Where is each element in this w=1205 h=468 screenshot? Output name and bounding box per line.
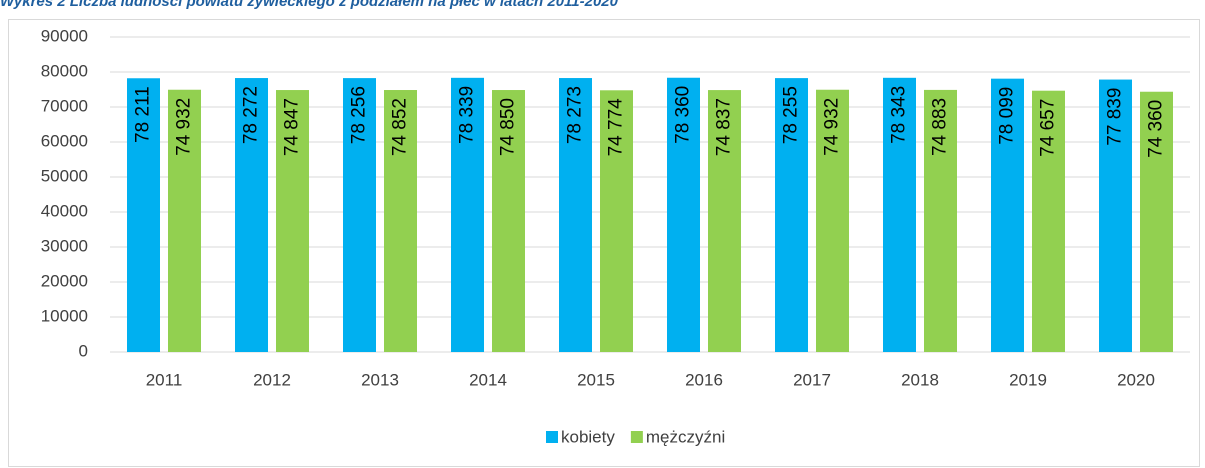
bar [924,89,957,353]
value-label: 74 850 [498,98,519,156]
bar [276,90,309,353]
value-label: 78 339 [457,86,478,144]
value-label: 78 272 [241,86,262,144]
x-tick-label: 2011 [146,370,183,389]
value-label: 74 883 [930,98,951,156]
value-label: 74 774 [606,98,627,157]
bar [667,77,700,353]
y-tick-label: 40000 [41,201,88,220]
bar [708,90,741,353]
value-label: 74 360 [1146,100,1167,158]
bar [127,78,160,352]
y-tick-label: 50000 [41,166,88,185]
bar [600,90,633,352]
value-label: 77 839 [1105,88,1126,146]
x-tick-label: 2019 [1009,370,1047,389]
y-tick-label: 80000 [41,61,88,80]
x-tick-label: 2016 [685,370,723,389]
x-tick-label: 2017 [793,370,831,389]
x-tick-label: 2013 [361,370,399,389]
bar [1099,79,1132,352]
bar [492,90,525,353]
value-label: 78 099 [997,87,1018,145]
bar [384,90,417,352]
x-tick-label: 2012 [253,370,291,389]
y-tick-label: 0 [79,341,88,360]
y-tick-label: 20000 [41,271,88,290]
value-label: 78 273 [565,86,586,144]
x-tick-label: 2014 [469,370,507,389]
x-tick-label: 2015 [577,370,615,389]
value-label: 74 852 [390,98,411,156]
legend-label: kobiety [561,427,615,446]
y-tick-label: 30000 [41,236,88,255]
bar [343,78,376,352]
bar [168,89,201,352]
bar [559,78,592,353]
bar [1140,91,1173,353]
value-label: 78 211 [133,86,154,143]
bar [991,78,1024,352]
legend-swatch [630,431,643,443]
value-label: 74 932 [174,98,195,156]
y-tick-label: 60000 [41,131,88,150]
legend-swatch [546,431,558,443]
value-label: 78 256 [349,86,370,144]
x-tick-label: 2020 [1117,370,1155,389]
value-label: 78 255 [781,86,802,144]
chart-title: Wykres 2 Liczba ludności powiatu żywieck… [0,0,619,10]
legend-label: mężczyźni [646,427,725,446]
bar [1032,90,1065,352]
value-label: 74 837 [714,98,735,156]
bar [235,78,268,352]
bar [451,77,484,352]
value-label: 74 932 [822,98,843,156]
bar [883,77,916,352]
bar [775,78,808,353]
y-tick-label: 70000 [41,96,88,115]
y-tick-label: 90000 [41,26,88,45]
value-label: 78 343 [889,86,910,144]
x-tick-label: 2018 [901,370,939,389]
y-tick-label: 10000 [41,306,88,325]
value-label: 74 657 [1038,99,1059,157]
value-label: 78 360 [673,86,694,144]
value-label: 74 847 [282,98,303,156]
bar [816,89,849,352]
